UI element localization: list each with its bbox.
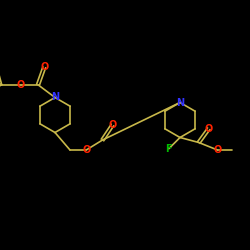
Text: N: N (51, 92, 59, 102)
Text: O: O (204, 124, 213, 134)
Text: O: O (213, 145, 222, 155)
Text: O: O (82, 145, 90, 155)
Text: O: O (16, 80, 24, 90)
Text: O: O (40, 62, 48, 72)
Text: F: F (166, 144, 172, 154)
Text: O: O (108, 120, 117, 130)
Text: N: N (176, 98, 184, 108)
